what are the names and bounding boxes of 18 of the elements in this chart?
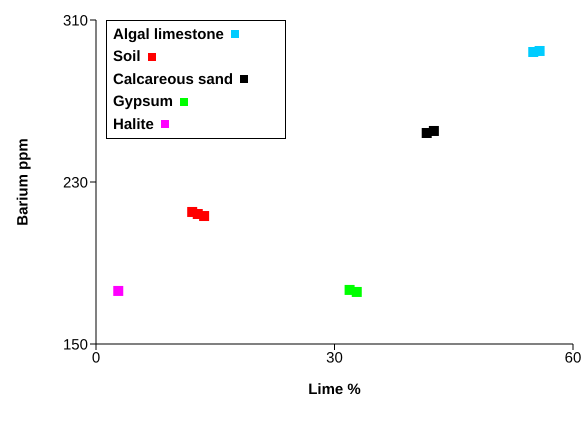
point (534, 46, 545, 56)
y-tick-label: 310 (62, 12, 88, 30)
x-tick-label: 0 (92, 350, 100, 367)
point (352, 286, 362, 297)
y-axis-title: Barium ppm (14, 138, 32, 226)
legend-label: Calcareous sand (113, 70, 234, 88)
x-tick-label: 60 (564, 350, 582, 367)
legend-label: Soil (113, 48, 141, 66)
x-tick-label: 30 (326, 350, 343, 367)
legend-label: Algal limestone (113, 26, 224, 43)
point (428, 126, 439, 136)
legend-label: Gypsum (113, 93, 174, 110)
y-tick-label: 230 (62, 174, 88, 192)
x-axis-title: Lime % (308, 381, 361, 398)
point (113, 286, 124, 296)
y-tick-label: 150 (62, 336, 88, 354)
point (199, 211, 210, 222)
legend-label: Halite (113, 116, 154, 133)
